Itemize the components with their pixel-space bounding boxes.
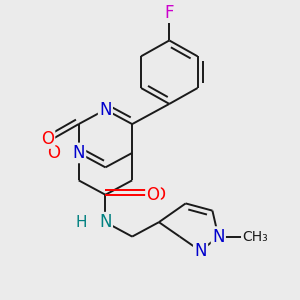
Text: CH₃: CH₃: [242, 230, 268, 244]
Text: N: N: [212, 228, 225, 246]
Text: O: O: [152, 186, 165, 204]
Text: H: H: [76, 215, 87, 230]
Text: O: O: [41, 130, 54, 148]
Text: F: F: [165, 4, 174, 22]
Text: N: N: [99, 213, 112, 231]
Text: O: O: [146, 186, 160, 204]
Text: O: O: [47, 144, 60, 162]
Text: N: N: [72, 144, 85, 162]
Text: N: N: [194, 242, 207, 260]
Text: N: N: [99, 101, 112, 119]
